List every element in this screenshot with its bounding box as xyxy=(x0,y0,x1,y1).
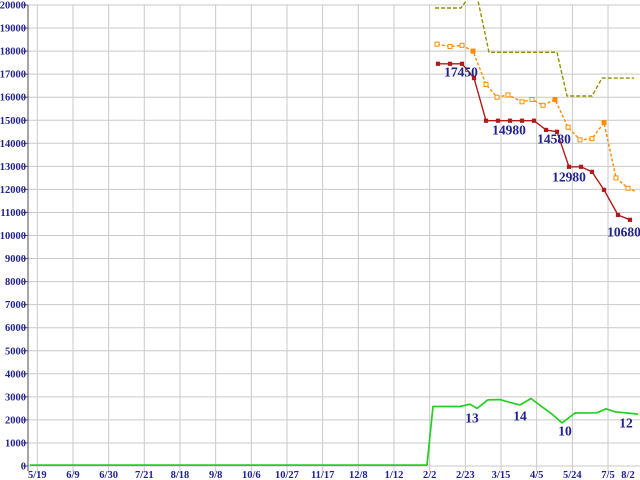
point-label: 12980 xyxy=(552,170,586,185)
x-axis-label: 5/19 xyxy=(28,470,47,480)
y-axis-label: 20000 xyxy=(0,1,26,12)
average-dashed-orange-marker xyxy=(505,92,511,98)
price-solid-red-marker xyxy=(615,212,621,218)
point-label: 12 xyxy=(619,416,633,431)
average-dashed-orange-marker xyxy=(529,97,535,103)
axes xyxy=(23,4,29,471)
price-solid-red-marker xyxy=(495,118,501,123)
y-axis-label: 13000 xyxy=(0,162,26,173)
x-axis-label: 2/2 xyxy=(423,470,436,480)
x-axis-label: 4/5 xyxy=(530,470,543,480)
point-label: 17450 xyxy=(444,65,478,80)
average-dashed-orange-marker xyxy=(552,97,558,103)
point-label: 13 xyxy=(465,411,479,426)
average-dashed-orange-marker xyxy=(565,124,571,130)
gridlines xyxy=(28,4,640,472)
y-axis-label: 10000 xyxy=(0,231,26,242)
y-axis-label: 8000 xyxy=(5,277,26,288)
x-axis-label: 8/18 xyxy=(171,470,190,480)
x-axis-label: 7/21 xyxy=(135,470,154,480)
y-axis-label: 6000 xyxy=(5,323,26,334)
price-solid-red-marker xyxy=(578,164,584,169)
markers xyxy=(434,41,633,222)
point-label: 14 xyxy=(513,409,527,424)
price-solid-red-marker xyxy=(519,118,525,123)
price-solid-red-marker xyxy=(471,75,477,81)
average-dashed-orange-marker xyxy=(483,82,489,88)
average-dashed-orange-marker xyxy=(434,41,440,47)
y-axis-label: 11000 xyxy=(0,208,26,219)
series xyxy=(30,0,639,466)
x-axis-label: 5/24 xyxy=(563,470,582,480)
average-dashed-orange-marker xyxy=(625,185,631,191)
price-solid-red-marker xyxy=(543,127,549,133)
y-axis-label: 9000 xyxy=(5,254,26,265)
average-dashed-orange-marker xyxy=(470,48,476,54)
price-solid-red-marker xyxy=(507,118,513,123)
price-solid-red-marker xyxy=(483,118,489,123)
x-axis-label: 9/8 xyxy=(209,470,222,480)
x-axis-label: 2/23 xyxy=(456,470,475,480)
price-solid-red-marker xyxy=(566,164,572,169)
average-dashed-orange-marker xyxy=(459,42,465,48)
x-axis-label: 12/8 xyxy=(349,470,368,480)
y-axis-label: 1000 xyxy=(5,438,26,449)
point-label: 14580 xyxy=(537,132,571,147)
average-dashed-orange-marker xyxy=(540,102,546,108)
average-dashed-orange-marker xyxy=(494,94,500,100)
bottom-green-line xyxy=(30,397,639,466)
y-axis-label: 16000 xyxy=(0,93,26,104)
price-solid-red-marker xyxy=(447,61,453,66)
average-dashed-orange-marker xyxy=(601,120,607,126)
price-solid-red-line xyxy=(438,63,631,221)
x-axis-label: 11/17 xyxy=(311,470,334,480)
x-axis-label: 8/2 xyxy=(621,470,634,480)
price-solid-red-marker xyxy=(459,61,465,66)
price-solid-red-marker xyxy=(531,118,537,123)
upper-dashed-olive-line xyxy=(435,0,634,97)
average-dashed-orange-marker xyxy=(589,136,595,142)
x-axis-label: 10/27 xyxy=(275,470,299,480)
x-axis-label: 6/9 xyxy=(66,470,79,480)
x-axis-label: 1/12 xyxy=(385,470,404,480)
price-solid-red-marker xyxy=(601,187,607,192)
point-label: 10 xyxy=(558,424,572,439)
price-solid-red-marker xyxy=(435,61,441,66)
y-axis-label: 12000 xyxy=(0,185,26,196)
y-axis-label: 14000 xyxy=(0,139,26,150)
y-axis-label: 3000 xyxy=(5,392,26,403)
y-axis-label: 4000 xyxy=(5,369,26,380)
price-solid-red-marker xyxy=(627,217,633,222)
y-axis-label: 19000 xyxy=(0,24,26,35)
y-axis-label: 18000 xyxy=(0,47,26,58)
y-axis-label: 15000 xyxy=(0,116,26,127)
x-axis-label: 6/30 xyxy=(99,470,118,480)
x-axis-label: 10/6 xyxy=(242,470,261,480)
point-label: 14980 xyxy=(492,123,526,138)
x-axis-label: 3/15 xyxy=(492,470,511,480)
point-label: 10680 xyxy=(607,225,640,240)
y-axis-label: 0 xyxy=(21,462,26,473)
y-axis-label: 5000 xyxy=(5,346,26,357)
price-solid-red-marker xyxy=(554,129,560,134)
x-axis-label: 7/5 xyxy=(601,470,614,480)
price-solid-red-marker xyxy=(589,169,595,174)
y-axis-label: 17000 xyxy=(0,70,26,81)
y-axis-label: 7000 xyxy=(5,300,26,311)
average-dashed-orange-marker xyxy=(613,175,619,181)
average-dashed-orange-marker xyxy=(519,99,525,105)
y-axis-label: 2000 xyxy=(5,415,26,426)
average-dashed-orange-marker xyxy=(577,137,583,143)
average-dashed-orange-marker xyxy=(447,43,453,49)
